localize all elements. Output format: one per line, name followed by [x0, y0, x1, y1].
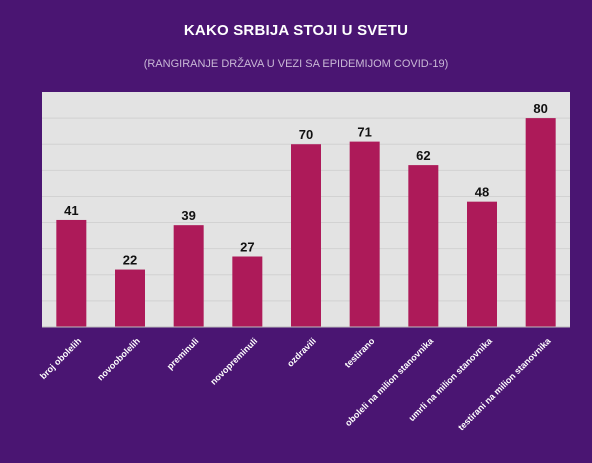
- bar-2: [115, 269, 145, 327]
- x-tick-label: testirano: [343, 336, 377, 370]
- x-tick-label: novopreminuli: [208, 336, 259, 387]
- value-label: 27: [240, 240, 254, 255]
- value-label: 41: [64, 203, 78, 218]
- x-tick-labels: broj obolelih novoobolelih preminuli novopr…: [38, 335, 553, 432]
- value-label: 71: [357, 125, 371, 140]
- value-label: 39: [181, 208, 195, 223]
- x-tick-label: novoobolelih: [95, 336, 142, 383]
- value-label: 70: [299, 127, 313, 142]
- value-label: 22: [123, 253, 137, 268]
- bar-3: [173, 225, 204, 327]
- bar-8: [467, 201, 497, 327]
- bar-9: [525, 118, 556, 327]
- bar-5: [291, 144, 321, 327]
- x-tick-label: testirani na milion stanovnika: [456, 335, 553, 432]
- x-tick-label: preminuli: [165, 336, 201, 372]
- bar-6: [349, 141, 380, 327]
- chart-subtitle: (RANGIRANJE DRŽAVA U VEZI SA EPIDEMIJOM …: [143, 58, 449, 70]
- bars: [56, 118, 556, 327]
- bar-1: [56, 219, 87, 327]
- chart-title: KAKO SRBIJA STOJI U SVETU: [183, 22, 409, 39]
- x-tick-label: broj obolelih: [38, 336, 83, 381]
- x-tick-label: ozdravili: [285, 336, 318, 369]
- bar-7: [408, 165, 439, 327]
- value-label: 48: [475, 185, 489, 200]
- value-label: 80: [533, 101, 547, 116]
- bar-4: [232, 256, 263, 327]
- value-labels: 41 22 39 27 70 71 62 48 80: [64, 101, 548, 267]
- value-label: 62: [416, 148, 430, 163]
